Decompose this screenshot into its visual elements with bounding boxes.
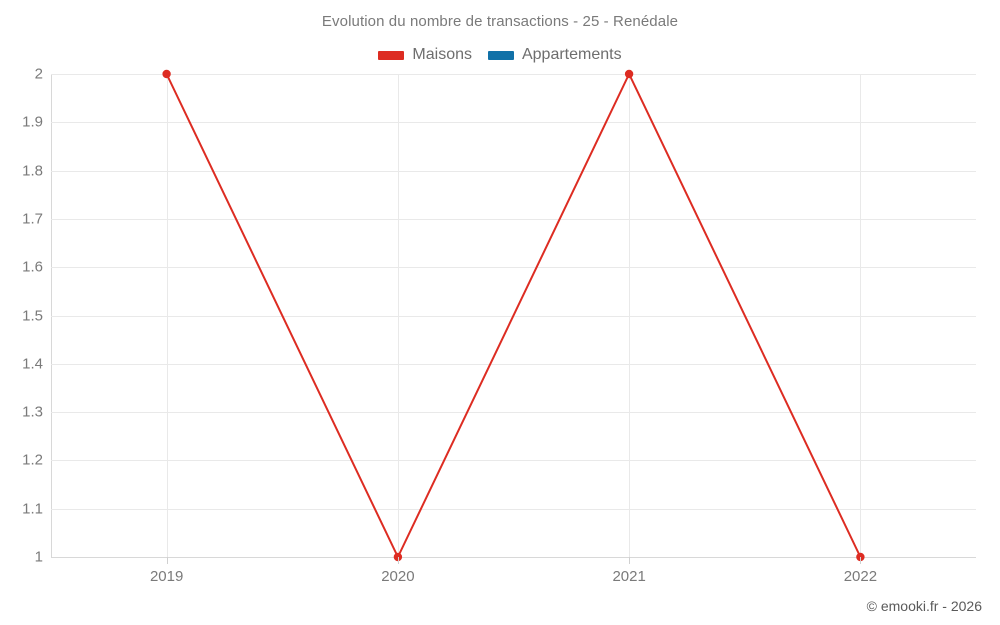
footer-credit: © emooki.fr - 2026 (866, 598, 982, 614)
x-gridline (860, 74, 861, 557)
y-tick-label: 1.2 (22, 451, 43, 469)
y-tick-label: 1.1 (22, 500, 43, 518)
x-gridline (629, 74, 630, 557)
x-tick-mark (398, 557, 399, 564)
legend-label-appartements: Appartements (521, 46, 622, 63)
y-tick-label: 1.5 (22, 307, 43, 324)
x-tick-label: 2020 (381, 568, 415, 585)
y-gridline (51, 122, 976, 123)
x-tick-mark (167, 557, 168, 564)
x-tick-label: 2019 (149, 568, 184, 585)
x-gridline (398, 74, 399, 557)
y-gridline (51, 412, 976, 413)
x-tick-mark (629, 557, 630, 564)
x-gridline (167, 74, 168, 557)
y-gridline (51, 74, 976, 75)
y-gridline (51, 460, 976, 461)
chart-title: Evolution du nombre de transactions - 25… (321, 13, 679, 30)
legend-swatch-appartements (487, 50, 514, 60)
y-gridline (51, 316, 976, 317)
legend-label-maisons: Maisons (412, 46, 472, 63)
x-tick-label: 2021 (612, 568, 646, 585)
y-gridline (51, 509, 976, 510)
x-tick-mark (860, 557, 861, 564)
plot-area (51, 74, 976, 558)
legend-swatch-maisons (378, 50, 405, 60)
y-gridline (51, 267, 976, 268)
y-tick-label: 1.8 (22, 162, 43, 180)
y-gridline (51, 557, 976, 558)
y-gridline (51, 364, 976, 365)
y-tick-label: 1.7 (22, 210, 43, 228)
y-gridline (51, 219, 976, 220)
y-gridline (51, 171, 976, 172)
y-tick-label: 1.3 (22, 403, 43, 421)
chart-legend: Maisons Appartements (0, 44, 1000, 66)
y-tick-label: 1.4 (22, 355, 43, 373)
y-tick-label: 1.9 (22, 113, 43, 131)
x-tick-label: 2022 (843, 568, 878, 585)
legend-item-appartements[interactable]: Appartements (487, 46, 622, 64)
y-tick-label: 1.6 (22, 258, 43, 276)
y-tick-label: 2 (34, 65, 43, 83)
y-tick-label: 1 (34, 548, 43, 566)
legend-item-maisons[interactable]: Maisons (378, 46, 472, 64)
y-axis-tick-labels: 1 1.1 1.2 1.3 1.4 1.5 1.6 1.7 1.8 1.9 2 (0, 0, 43, 625)
